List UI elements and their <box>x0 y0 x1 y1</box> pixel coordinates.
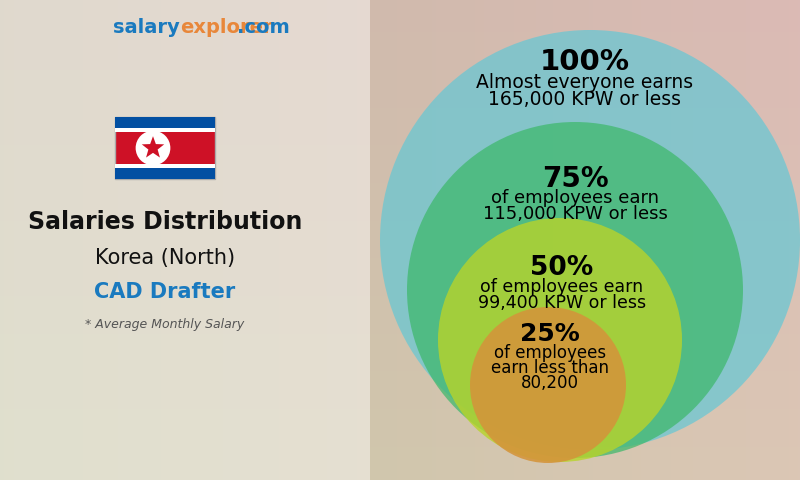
Circle shape <box>136 131 170 165</box>
Text: Korea (North): Korea (North) <box>95 248 235 268</box>
Text: 99,400 KPW or less: 99,400 KPW or less <box>478 294 646 312</box>
Text: of employees earn: of employees earn <box>481 278 643 296</box>
Bar <box>0 0 370 480</box>
Text: salary: salary <box>114 18 180 37</box>
Text: 115,000 KPW or less: 115,000 KPW or less <box>482 205 667 223</box>
Text: Salaries Distribution: Salaries Distribution <box>28 210 302 234</box>
Text: 80,200: 80,200 <box>521 374 579 392</box>
Bar <box>115 168 215 179</box>
Circle shape <box>380 30 800 450</box>
Text: of employees earn: of employees earn <box>491 189 659 207</box>
Text: 25%: 25% <box>520 322 580 346</box>
Circle shape <box>407 122 743 458</box>
Text: CAD Drafter: CAD Drafter <box>94 282 236 302</box>
Bar <box>115 117 215 128</box>
Text: earn less than: earn less than <box>491 359 609 377</box>
Circle shape <box>438 218 682 462</box>
Text: * Average Monthly Salary: * Average Monthly Salary <box>86 318 245 331</box>
Bar <box>115 128 215 132</box>
Text: .com: .com <box>237 18 290 37</box>
Text: 165,000 KPW or less: 165,000 KPW or less <box>489 90 682 109</box>
Text: 100%: 100% <box>540 48 630 76</box>
Bar <box>115 117 215 179</box>
Text: of employees: of employees <box>494 344 606 362</box>
Text: 50%: 50% <box>530 255 594 281</box>
Bar <box>115 164 215 168</box>
Polygon shape <box>142 136 164 157</box>
Text: Almost everyone earns: Almost everyone earns <box>477 73 694 92</box>
Text: explorer: explorer <box>180 18 273 37</box>
Circle shape <box>470 307 626 463</box>
Text: 75%: 75% <box>542 165 608 193</box>
